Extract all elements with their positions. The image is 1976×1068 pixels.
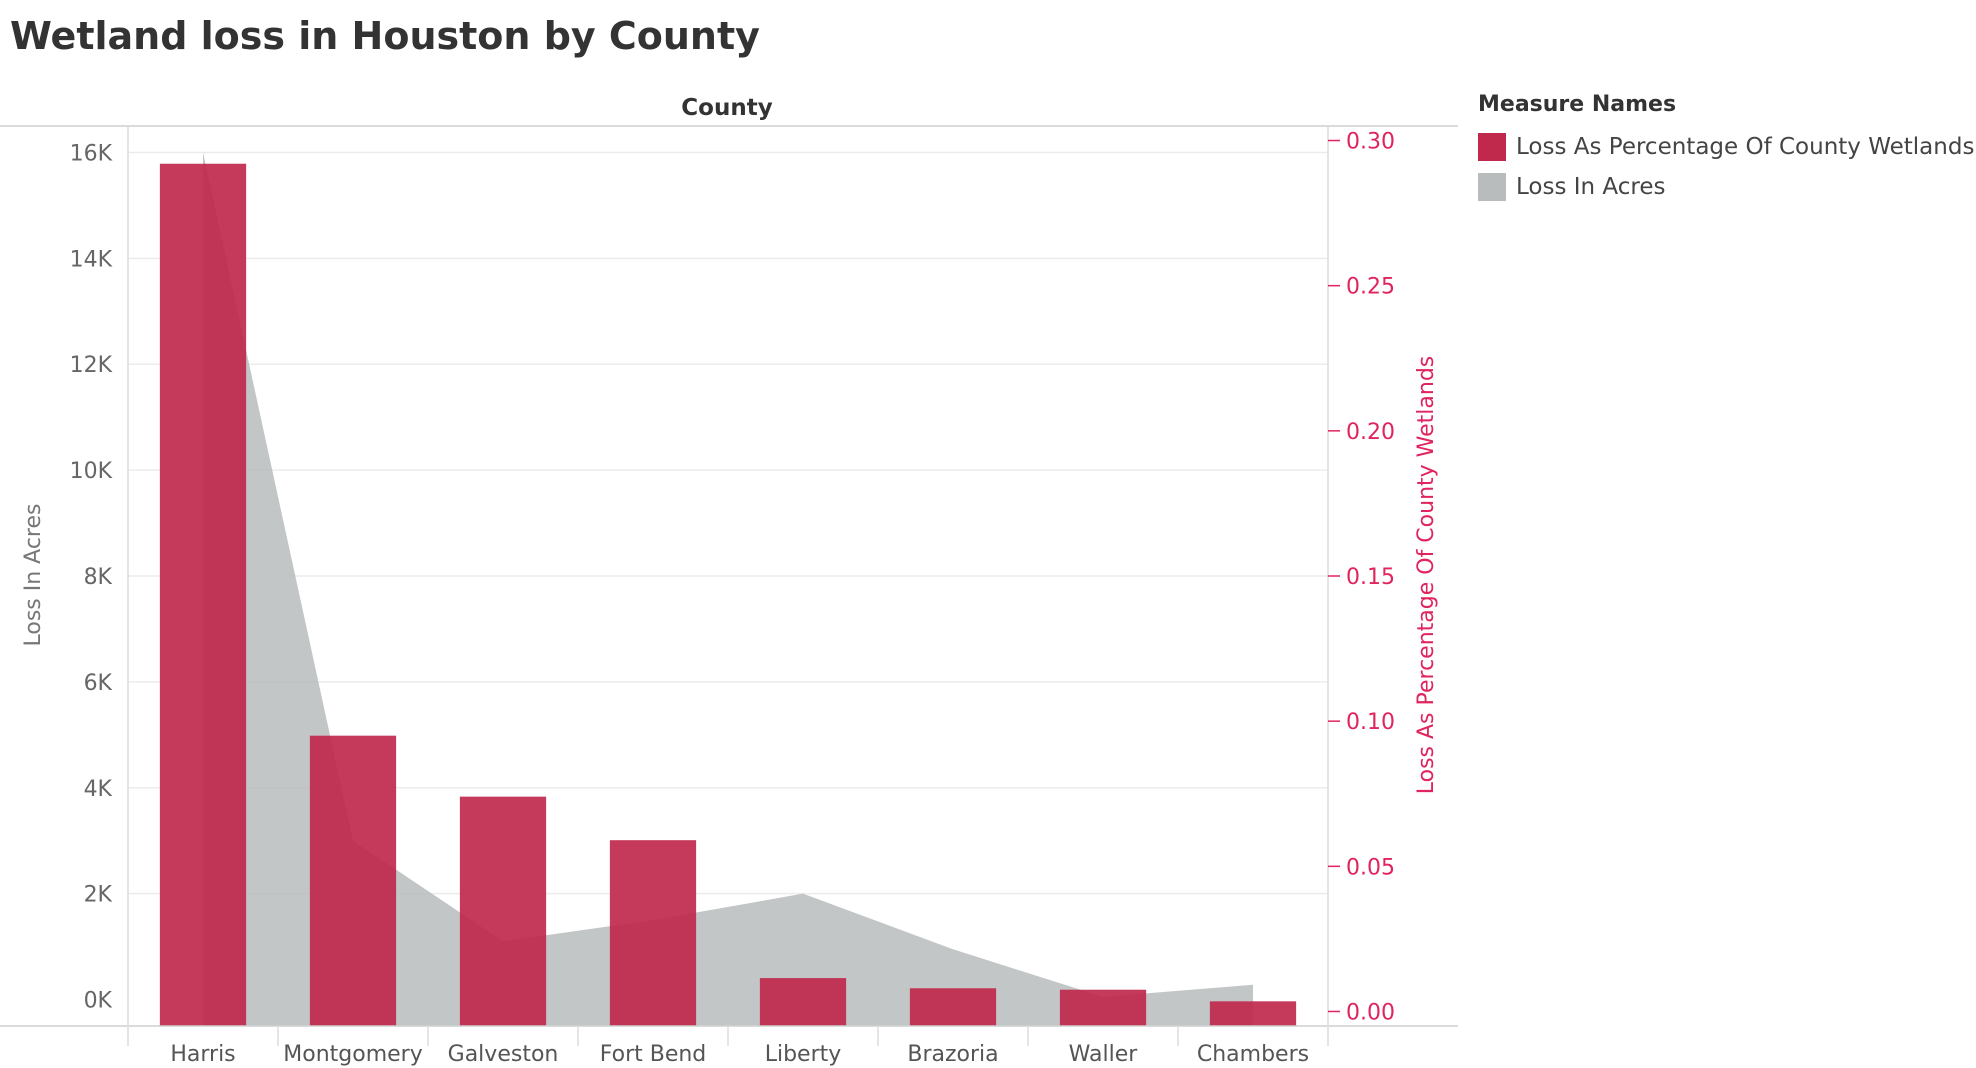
y-axis-left-label: Loss In Acres [21, 504, 46, 647]
bar [1059, 989, 1147, 1026]
bar [309, 735, 397, 1026]
x-tick-label: Montgomery [283, 1042, 422, 1067]
bar-layer [159, 163, 1297, 1026]
bar [459, 796, 547, 1026]
x-tick-label: Liberty [765, 1042, 842, 1067]
legend-title: Measure Names [1478, 92, 1677, 117]
y-left-tick-label: 14K [70, 247, 113, 272]
area-series-loss-in-acres [203, 152, 1253, 1026]
column-header: County [681, 95, 772, 121]
y-axis-left: 0K 2K 4K 6K 8K 10K 12K 14K 16K [70, 141, 113, 1013]
y-left-tick-label: 16K [70, 141, 113, 166]
x-axis: Harris Montgomery Galveston Fort Bend Libert… [170, 1026, 1309, 1067]
legend-item-percentage[interactable]: Loss As Percentage Of County Wetlands [1478, 127, 1974, 167]
y-axis-right: 0.00 0.05 0.10 0.15 0.20 0.25 0.30 [1328, 130, 1395, 1025]
y-right-tick-label: 0.30 [1346, 130, 1395, 155]
y-right-tick-label: 0.05 [1346, 855, 1395, 880]
legend: Measure Names Loss As Percentage Of Coun… [1478, 92, 1974, 207]
bar [759, 978, 847, 1026]
bar [909, 988, 997, 1026]
y-right-tick-label: 0.15 [1346, 565, 1395, 590]
y-right-tick-label: 0.00 [1346, 1000, 1395, 1025]
y-left-tick-label: 6K [84, 671, 113, 696]
frame-layer [0, 125, 1458, 1046]
x-tick-label: Galveston [448, 1042, 559, 1067]
y-axis-right-label: Loss As Percentage Of County Wetlands [1414, 356, 1439, 795]
legend-label-percentage: Loss As Percentage Of County Wetlands [1516, 134, 1975, 160]
bar [159, 163, 247, 1026]
x-tick-label: Chambers [1197, 1042, 1309, 1067]
y-left-tick-label: 10K [70, 459, 113, 484]
y-left-tick-label: 2K [84, 883, 113, 908]
legend-swatch-acres [1478, 173, 1506, 201]
page-title: Wetland loss in Houston by County [10, 14, 760, 58]
y-left-tick-label: 4K [84, 777, 113, 802]
legend-swatch-percentage [1478, 133, 1506, 161]
y-left-tick-label: 12K [70, 353, 113, 378]
y-right-tick-label: 0.25 [1346, 275, 1395, 300]
legend-label-acres: Loss In Acres [1516, 174, 1666, 200]
bar [1209, 1001, 1297, 1026]
area-layer [203, 152, 1253, 1026]
y-right-tick-label: 0.10 [1346, 710, 1395, 735]
y-left-tick-label: 8K [84, 565, 113, 590]
legend-item-acres[interactable]: Loss In Acres [1478, 167, 1974, 207]
x-tick-label: Fort Bend [600, 1042, 707, 1067]
x-tick-label: Harris [170, 1042, 235, 1067]
y-right-tick-label: 0.20 [1346, 420, 1395, 445]
x-tick-label: Waller [1069, 1042, 1139, 1067]
x-tick-label: Brazoria [907, 1042, 998, 1067]
bar [609, 840, 697, 1026]
y-left-tick-label: 0K [84, 989, 113, 1014]
